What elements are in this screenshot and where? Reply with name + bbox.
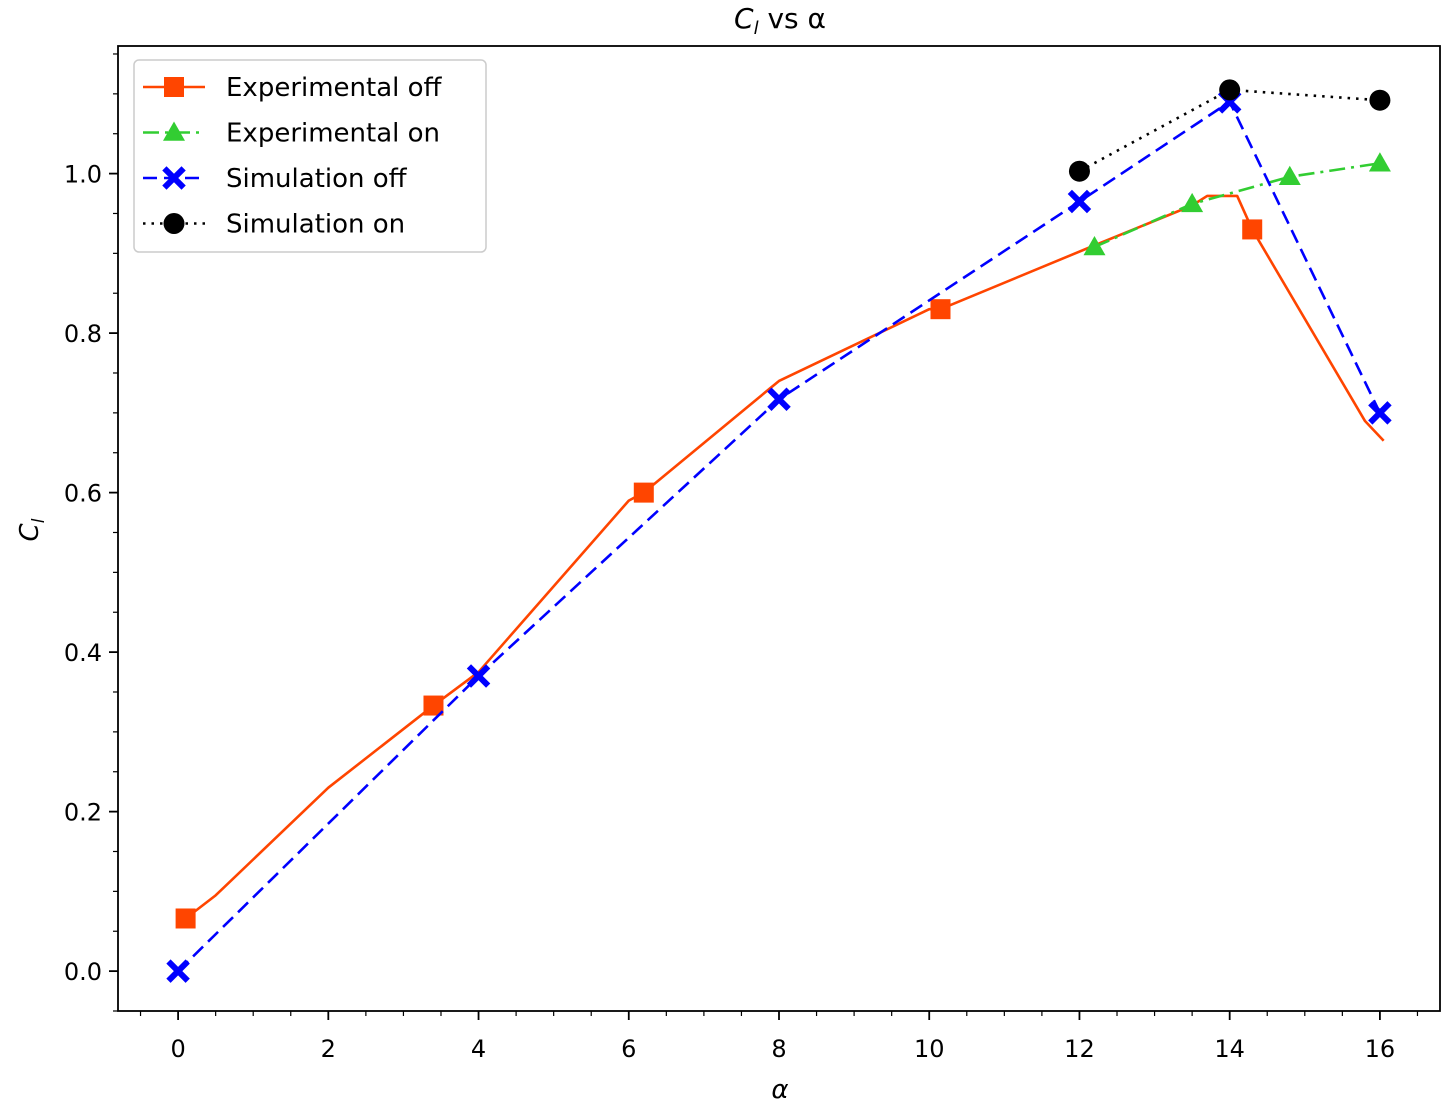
legend-label: Experimental on: [226, 119, 440, 149]
marker-triangle: [1278, 165, 1301, 186]
axes-ticks: 0 2 4 6 8 10 12 14 16 0.0 0.2 0.4 0.6 0.8 1.0: [64, 53, 1419, 1063]
x-tick-label: 4: [471, 1035, 486, 1063]
y-tick-label: 0.8: [64, 320, 102, 348]
marker-x-stroke: [767, 387, 791, 412]
y-tick-label: 0.2: [64, 799, 102, 827]
y-axis-label-main: C: [15, 522, 45, 541]
marker-square: [633, 482, 654, 503]
marker-circle: [1068, 160, 1090, 182]
axis-labels: α Cl: [15, 518, 789, 1102]
marker-triangle: [1368, 152, 1391, 172]
series-line: [1093, 161, 1381, 249]
chart-title-text: Cl vs α: [734, 2, 826, 39]
legend-label: Simulation off: [226, 164, 408, 194]
x-axis-label: α: [771, 1075, 788, 1102]
marker-x: [166, 959, 190, 983]
x-tick-label: 8: [771, 1035, 786, 1063]
plot-border: [117, 45, 1441, 1012]
marker-circle: [1219, 79, 1241, 101]
x-tick-label: 2: [321, 1035, 336, 1063]
marker-x: [162, 166, 186, 190]
x-tick-label: 14: [1214, 1035, 1245, 1063]
marker-square: [1242, 219, 1263, 240]
marker-x: [1368, 401, 1392, 425]
x-tick-label: 12: [1064, 1035, 1095, 1063]
marker-x: [1067, 189, 1092, 214]
marker-circle: [163, 213, 185, 234]
marker-circle: [1369, 89, 1391, 111]
marker-x-stroke: [162, 166, 186, 190]
marker-square: [164, 77, 184, 97]
marker-triangle: [163, 121, 185, 141]
series-simulation-on: [1068, 79, 1391, 182]
series-line: [177, 100, 1382, 973]
y-tick-label: 1.0: [64, 161, 102, 189]
series-line: [184, 194, 1385, 920]
x-tick-label: 6: [621, 1035, 636, 1063]
marker-x-stroke: [1067, 189, 1092, 214]
marker-x-stroke: [166, 959, 190, 983]
x-tick-label: 0: [170, 1035, 185, 1063]
title-sub: l: [754, 18, 759, 39]
y-tick-label: 0.4: [64, 639, 102, 667]
plot-frame: [117, 45, 1441, 1012]
x-tick-label: 10: [914, 1035, 945, 1063]
title-rest: vs α: [759, 2, 826, 35]
y-axis-label-sub: l: [29, 518, 49, 523]
y-tick-label: 0.6: [64, 480, 102, 508]
series-layer: [166, 79, 1392, 983]
legend-item: Simulation off: [143, 164, 408, 194]
marker-square: [930, 299, 951, 320]
legend-item: Experimental on: [143, 119, 440, 149]
y-tick-label: 0.0: [64, 958, 102, 986]
marker-square: [423, 695, 444, 716]
series-experimental-off: [175, 194, 1385, 929]
marker-x: [466, 664, 491, 688]
x-tick-label: 16: [1365, 1035, 1396, 1063]
marker-square: [175, 908, 196, 929]
marker-triangle: [1083, 235, 1106, 256]
marker-x-stroke: [466, 664, 491, 688]
y-axis-label: Cl: [15, 518, 49, 541]
legend-label: Experimental off: [226, 73, 443, 103]
title-main: C: [734, 2, 754, 35]
marker-triangle: [1181, 192, 1204, 213]
legend-box: [133, 59, 487, 253]
legend: Experimental off Experimental on Simulatio…: [133, 59, 487, 253]
legend-item: Experimental off: [143, 73, 443, 103]
marker-x-stroke: [1368, 401, 1392, 425]
legend-label: Simulation on: [226, 210, 405, 240]
chart-title: Cl vs α: [734, 2, 826, 39]
marker-x: [767, 387, 791, 412]
legend-item: Simulation on: [143, 210, 405, 240]
series-experimental-on: [1083, 152, 1391, 256]
